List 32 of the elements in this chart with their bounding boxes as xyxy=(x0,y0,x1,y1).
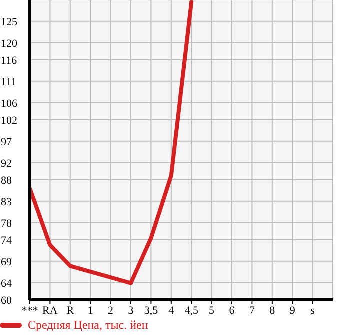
y-tick-label: 97 xyxy=(1,136,12,148)
x-tick-label: RA xyxy=(42,304,58,317)
x-tick-label: R xyxy=(66,304,75,317)
y-tick-label: 125 xyxy=(1,16,18,28)
y-tick-label: 102 xyxy=(1,115,18,127)
y-tick-label: 120 xyxy=(1,38,18,50)
y-tick-label: 69 xyxy=(1,256,12,268)
y-tick-label: 111 xyxy=(1,76,17,88)
legend-label: Средняя Цена, тыс. йен xyxy=(28,318,148,333)
y-tick-label: 64 xyxy=(1,278,12,290)
y-tick-label: 92 xyxy=(1,158,12,170)
x-tick-label: 4 xyxy=(168,304,175,317)
y-tick-label: 60 xyxy=(1,295,12,307)
y-tick-label: 116 xyxy=(1,55,18,67)
x-tick-label: 3,5 xyxy=(144,304,159,317)
y-tick-label: 106 xyxy=(1,98,18,110)
x-tick-label: 6 xyxy=(229,304,236,317)
x-tick-label: 7 xyxy=(249,304,256,317)
x-tick-label: *** xyxy=(22,304,38,317)
x-tick-label: 2 xyxy=(108,304,114,317)
y-tick-label: 78 xyxy=(1,218,12,230)
y-tick-label: 88 xyxy=(1,175,12,187)
x-tick-label: 3 xyxy=(128,304,134,317)
y-tick-label: 74 xyxy=(1,235,12,247)
x-tick-label: 5 xyxy=(209,304,216,317)
x-tick-label: 1 xyxy=(88,304,94,317)
x-tick-label: 8 xyxy=(270,304,276,317)
y-tick-label: 83 xyxy=(1,196,12,208)
x-tick-label: 9 xyxy=(290,304,296,317)
line-series xyxy=(30,0,194,286)
x-tick-label: s xyxy=(310,304,315,317)
x-tick-label: 4,5 xyxy=(184,304,199,317)
